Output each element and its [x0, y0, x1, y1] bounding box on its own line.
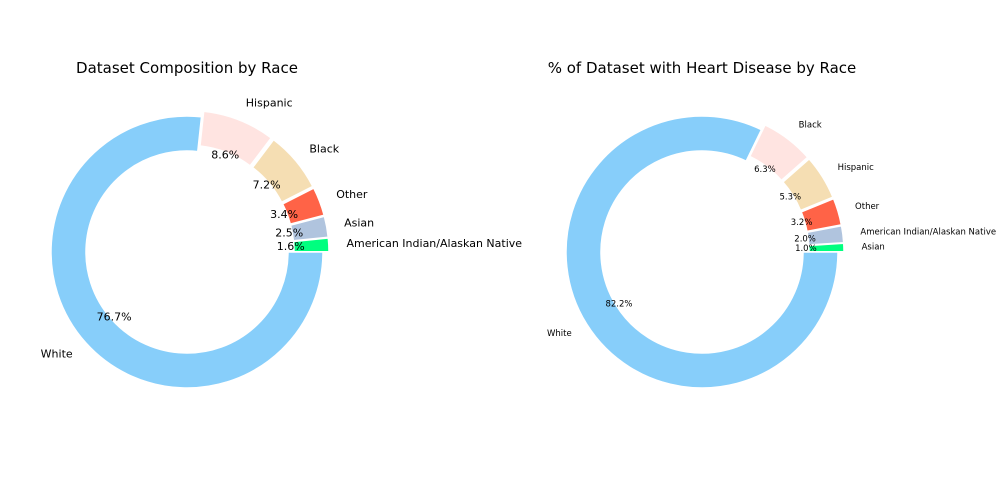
slice-american-indian-alaskan-native [292, 237, 330, 253]
slice-label-american-indian-alaskan-native: American Indian/Alaskan Native [346, 237, 522, 250]
slices-composition [50, 110, 330, 389]
slice-percent-asian: 1.0% [795, 244, 817, 254]
slice-label-american-indian-alaskan-native: American Indian/Alaskan Native [860, 227, 996, 237]
slice-percent-american-indian-alaskan-native: 1.6% [277, 240, 305, 253]
donut-chart-heart-disease: % of Dataset with Heart Disease by Race … [547, 59, 996, 389]
labels-heart-disease: Asian 1.0% American Indian/Alaskan Native 2… [547, 120, 996, 339]
slice-white [565, 115, 839, 389]
slice-label-hispanic: Hispanic [246, 97, 293, 110]
slice-other [800, 197, 843, 233]
slice-percent-american-indian-alaskan-native: 2.0% [794, 234, 816, 244]
slice-percent-asian: 2.5% [275, 226, 303, 239]
slice-label-asian: Asian [862, 242, 885, 252]
slice-american-indian-alaskan-native [806, 224, 845, 246]
slice-other [281, 187, 326, 226]
slice-asian [289, 215, 330, 242]
slice-percent-other: 3.4% [270, 208, 298, 221]
slice-percent-white: 82.2% [605, 299, 632, 309]
slice-hispanic [781, 157, 834, 212]
slice-hispanic [199, 110, 273, 167]
slice-percent-hispanic: 8.6% [211, 148, 239, 161]
slice-percent-black: 7.2% [253, 178, 281, 191]
slice-black [748, 123, 809, 182]
slice-black [251, 138, 314, 204]
slices-heart-disease [565, 115, 845, 389]
donut-chart-composition: Dataset Composition by Race American Ind… [41, 59, 523, 389]
slice-label-other: Other [855, 202, 880, 212]
slice-label-black: Black [309, 142, 339, 155]
slice-white [50, 115, 324, 389]
slice-percent-white: 76.7% [97, 310, 132, 323]
slice-label-white: White [41, 348, 73, 361]
slice-label-black: Black [799, 120, 822, 130]
slice-percent-hispanic: 5.3% [779, 193, 801, 203]
slice-label-white: White [547, 329, 572, 339]
slice-label-asian: Asian [344, 217, 374, 230]
slice-label-other: Other [336, 188, 368, 201]
chart-title-heart-disease: % of Dataset with Heart Disease by Race [548, 59, 857, 77]
slice-percent-other: 3.2% [791, 218, 813, 228]
labels-composition: American Indian/Alaskan Native 1.6% Asian 2… [41, 97, 523, 361]
chart-title-composition: Dataset Composition by Race [76, 59, 298, 77]
slice-percent-black: 6.3% [754, 165, 776, 175]
slice-label-hispanic: Hispanic [838, 163, 875, 173]
